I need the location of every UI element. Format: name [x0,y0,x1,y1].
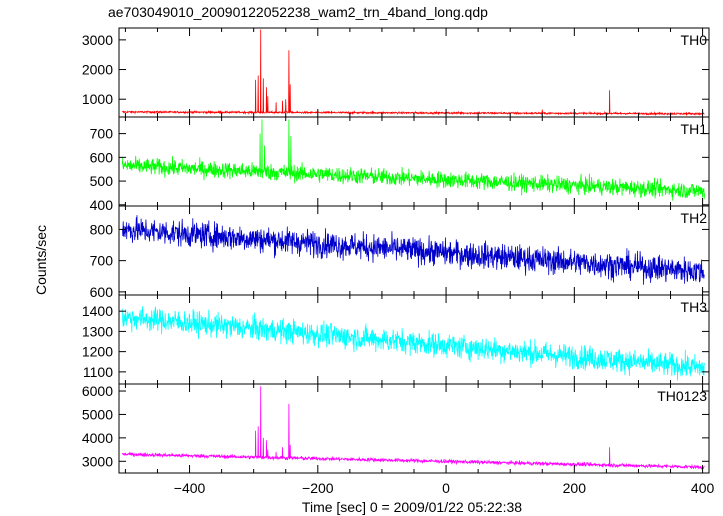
x-axis: −400 −200 0 200 400 [174,480,715,496]
panel-label: TH0 [681,32,708,48]
y-tick-label: 700 [90,126,114,142]
x-tick-label: 400 [691,480,715,496]
panel-th3: 1100 1200 1300 1400 TH3 [82,294,710,385]
panels: 1000 2000 3000 TH0 400 500 600 700 TH1 600 700 800 T… [82,27,710,474]
panel-label: TH2 [681,210,708,226]
x-tick-label: −200 [302,480,334,496]
y-tick-label: 1000 [82,91,113,107]
panel-label: TH0123 [657,388,707,404]
y-tick-label: 800 [90,221,114,237]
panel-th1: 400 500 600 700 TH1 [90,116,710,213]
series-line-th1 [121,119,705,201]
y-tick-label: 1300 [82,323,113,339]
panel-th2: 600 700 800 TH2 [90,205,710,300]
y-tick-label: 2000 [82,62,113,78]
y-tick-label: 1100 [83,364,113,380]
panel-th0: 1000 2000 3000 TH0 [82,27,710,118]
series-line-th0123 [121,386,705,470]
y-tick-label: 3000 [82,453,113,469]
x-tick-label: −400 [174,480,206,496]
y-axis-label: Counts/sec [33,225,49,295]
y-tick-label: 600 [90,149,114,165]
series-line-th0 [122,29,705,117]
y-tick-label: 3000 [82,32,113,48]
y-tick-label: 700 [90,253,114,269]
series-line-th2 [121,215,705,285]
y-tick-label: 1400 [82,303,113,319]
series-line-th3 [121,306,705,381]
panel-label: TH3 [681,299,708,315]
panel-label: TH1 [681,121,708,137]
y-tick-label: 1200 [82,344,113,360]
y-tick-label: 6000 [82,383,113,399]
y-tick-label: 600 [90,284,114,300]
x-axis-label: Time [sec] 0 = 2009/01/22 05:22:38 [302,499,522,515]
y-tick-label: 500 [90,173,114,189]
y-tick-label: 400 [90,197,114,213]
chart-title: ae703049010_20090122052238_wam2_trn_4ban… [108,4,488,20]
panel-frame [118,205,710,296]
x-tick-label: 200 [563,480,587,496]
y-tick-label: 5000 [82,406,113,422]
y-tick-label: 4000 [82,430,113,446]
panel-frame [118,116,710,207]
panel-th0123: 3000 4000 5000 6000 TH0123 [82,383,710,474]
panel-frame [118,27,710,118]
x-tick-label: 0 [442,480,450,496]
